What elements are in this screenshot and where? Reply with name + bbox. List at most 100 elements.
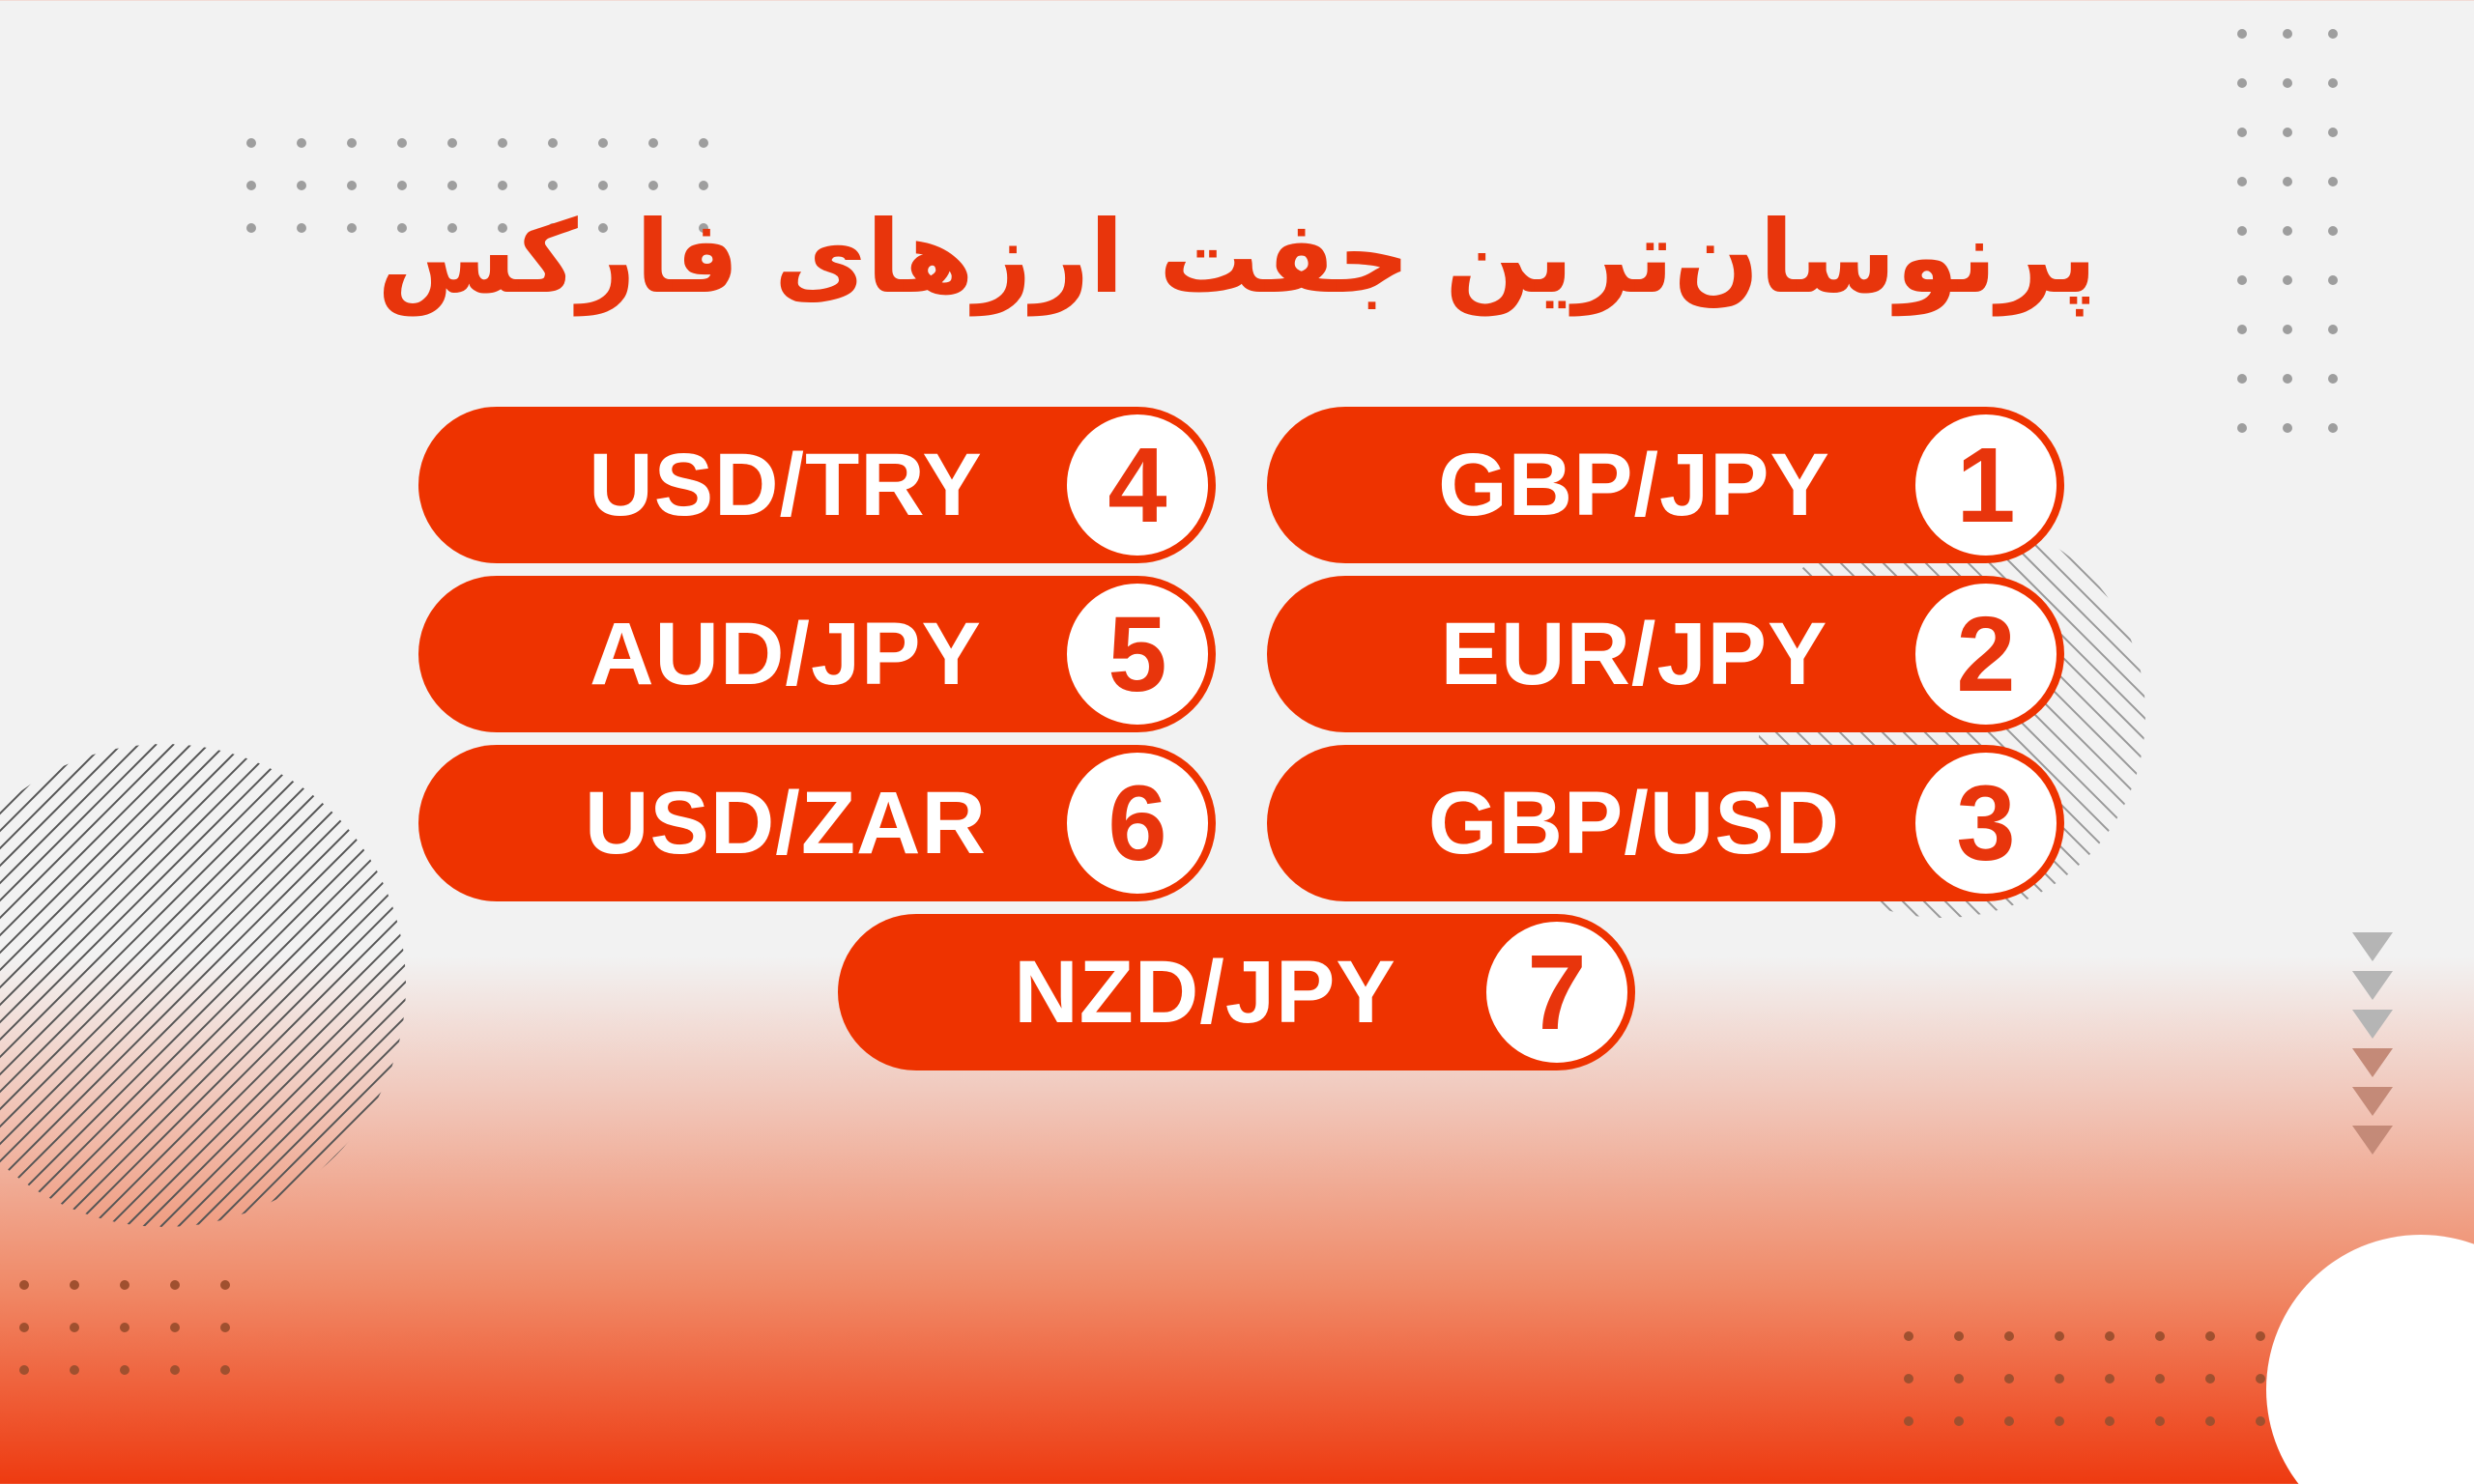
hatch-line [0,744,88,1227]
dot [70,1365,79,1375]
dot [1954,1331,1964,1341]
dot [347,223,357,233]
dot [2237,226,2247,236]
hatch-line [2117,522,2145,918]
hatch-line [0,744,331,1227]
dot [2328,226,2338,236]
hatch-line [0,744,227,1227]
pair-pill-6: USD/ZAR 6 [418,745,1216,901]
dot [699,181,708,190]
hatch-line [0,744,210,1227]
dot [2155,1374,2165,1384]
dot [2105,1331,2114,1341]
hatch-line [333,744,406,1227]
hatch-line [0,744,262,1227]
dot [397,181,407,190]
hatch-line [0,744,105,1227]
hatch-line [0,744,384,1227]
dot [598,223,608,233]
dot [548,223,558,233]
dot [2328,325,2338,334]
hatch-line [3,744,406,1227]
hatch-line [107,744,406,1227]
pair-label: GBP/JPY [1438,435,1830,534]
hatch-line [90,744,406,1227]
dot [598,181,608,190]
dot [2283,29,2292,39]
dot [170,1365,180,1375]
dot [2283,226,2292,236]
dot [347,181,357,190]
dot [447,138,457,148]
dot [19,1323,29,1332]
dot [2283,78,2292,88]
dot [19,1280,29,1290]
dot [548,138,558,148]
dot [246,181,256,190]
dot [2256,1374,2265,1384]
dot [2328,128,2338,137]
hatch-line [1990,522,2145,918]
dot [120,1365,129,1375]
pair-label: USD/TRY [589,435,983,534]
dot [2055,1416,2064,1426]
dot [2283,128,2292,137]
dot [19,1365,29,1375]
hatch-line [2011,522,2145,918]
dot [220,1323,230,1332]
dot [246,223,256,233]
dot [2004,1331,2014,1341]
hatch-line [0,744,314,1227]
triangle-icon [2352,1010,2393,1039]
hatch-line [0,744,192,1227]
dot [548,181,558,190]
dot [120,1280,129,1290]
pair-label: EUR/JPY [1440,604,1828,703]
dot [297,138,306,148]
triangle-icon [2352,971,2393,1000]
hatch-line [55,744,406,1227]
hatch-line [20,744,406,1227]
hatch-line [177,744,406,1227]
dot [2283,374,2292,384]
dot [2105,1416,2114,1426]
pair-label: AUD/JPY [590,604,982,703]
dot [498,138,507,148]
pair-label: NZD/JPY [1014,942,1396,1042]
dot [2237,128,2247,137]
hatch-line [212,744,406,1227]
dot [2328,374,2338,384]
triangle-icon [2352,932,2393,961]
dot [1954,1374,1964,1384]
triangle-arrows-decoration [2352,932,2393,1155]
dot [2237,78,2247,88]
pair-pill-1: GBP/JPY 1 [1267,407,2064,563]
dot [2055,1331,2064,1341]
dot [70,1280,79,1290]
dot [2328,29,2338,39]
pair-pill-5: AUD/JPY 5 [418,576,1216,732]
dot [2328,423,2338,433]
dot [498,181,507,190]
dot [2055,1374,2064,1384]
hatch-line [0,744,406,1227]
dot [220,1365,230,1375]
dot [648,181,658,190]
hatch-line [72,744,406,1227]
dot [648,223,658,233]
dot [170,1280,180,1290]
dot [2237,325,2247,334]
triangle-icon [2352,1048,2393,1077]
hatch-line [246,744,406,1227]
dot [2283,325,2292,334]
hatch-line [2139,522,2145,918]
dot [246,138,256,148]
dot [397,223,407,233]
hatch-line [0,744,406,1227]
hatch-line [0,744,349,1227]
dot [347,138,357,148]
rank-badge: 7 [1482,918,1631,1067]
dot [397,138,407,148]
hatch-line [2032,522,2145,918]
dot [2205,1331,2215,1341]
